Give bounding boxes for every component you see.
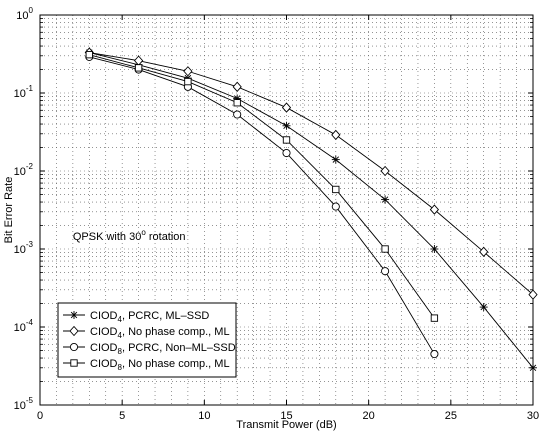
star-stroke — [70, 311, 78, 319]
x-tick-label: 15 — [280, 410, 292, 422]
data-point-circle — [282, 148, 291, 158]
x-axis-label: Transmit Power (dB) — [236, 419, 336, 431]
data-point-square — [184, 77, 192, 86]
data-point-star — [479, 303, 488, 312]
data-point-star — [282, 121, 291, 130]
x-tick-label: 25 — [445, 410, 457, 422]
data-point-diamond — [281, 102, 292, 113]
annotation: QPSK with 30o rotation — [73, 228, 186, 243]
data-point-diamond — [528, 289, 538, 300]
series-line — [89, 52, 534, 369]
x-tick-label: 30 — [527, 410, 539, 422]
legend-box — [57, 302, 237, 378]
legend-item-3: CIOD8, PCRC, Non–ML–SSD — [63, 342, 236, 356]
star-stroke — [332, 156, 340, 163]
series-4 — [85, 51, 439, 322]
legend-item-1: CIOD4, PCRC, ML–SSD — [63, 310, 209, 324]
series-1 — [85, 48, 537, 372]
data-point-star — [430, 245, 439, 253]
star-stroke — [381, 196, 389, 203]
star-stroke — [529, 364, 537, 372]
star-stroke — [431, 245, 438, 253]
data-point-star — [331, 155, 340, 164]
legend-marker-circle — [69, 342, 79, 352]
legend-label: CIOD8, PCRC, Non–ML–SSD — [90, 342, 236, 356]
data-point-star — [381, 195, 390, 204]
data-point-circle — [381, 267, 390, 276]
data-point-square — [430, 314, 439, 322]
y-tick-label: 10-1 — [14, 84, 34, 100]
series-line — [89, 54, 435, 319]
data-point-diamond — [429, 204, 440, 215]
legend-item-2: CIOD4, No phase comp., ML — [63, 325, 230, 340]
legend-label: CIOD4, No phase comp., ML — [90, 326, 230, 340]
data-point-circle — [331, 202, 340, 211]
data-point-circle — [430, 349, 439, 359]
series-line — [89, 52, 534, 295]
y-tick-label: 10-3 — [14, 240, 34, 256]
y-tick-label: 100 — [16, 6, 33, 22]
legend-label: CIOD8, No phase comp., ML — [90, 358, 230, 372]
y-tick-label: 10-5 — [14, 396, 34, 412]
series-2 — [84, 47, 538, 300]
legend-marker-diamond — [69, 325, 79, 337]
data-point-diamond — [479, 246, 489, 258]
legend: CIOD4, PCRC, ML–SSD CIOD4, No phase comp.… — [57, 302, 237, 378]
legend-marker-star — [70, 311, 78, 319]
data-point-diamond — [331, 129, 341, 141]
axis-ticks: 0 5 10 15 20 25 30 100 10-1 10-2 10-3 10-4 10-5 — [14, 6, 540, 422]
y-axis-label: Bit Error Rate — [3, 177, 15, 244]
data-point-square — [381, 245, 389, 253]
legend-label: CIOD4, PCRC, ML–SSD — [90, 310, 209, 324]
data-point-diamond — [183, 66, 193, 77]
legend-item-4: CIOD8, No phase comp., ML — [63, 358, 230, 372]
x-tick-label: 0 — [37, 410, 43, 422]
data-point-square — [233, 99, 241, 107]
star-stroke — [283, 122, 290, 129]
annotation-text: QPSK with 30o rotation — [73, 228, 186, 243]
data-point-square — [85, 51, 93, 59]
data-point-star — [529, 363, 537, 372]
legend-marker-square — [70, 359, 78, 367]
series-lines — [84, 47, 538, 372]
data-point-square — [282, 136, 291, 144]
y-tick-label: 10-4 — [14, 318, 34, 334]
data-point-circle — [233, 110, 242, 119]
y-tick-label: 10-2 — [14, 162, 34, 178]
series-line — [89, 56, 435, 355]
x-tick-label: 10 — [198, 410, 210, 422]
data-point-diamond — [232, 81, 242, 93]
data-point-square — [134, 64, 143, 72]
star-stroke — [480, 303, 487, 311]
data-point-diamond — [380, 165, 390, 177]
x-tick-label: 20 — [363, 410, 375, 422]
data-point-square — [332, 185, 340, 194]
x-tick-label: 5 — [119, 410, 125, 422]
